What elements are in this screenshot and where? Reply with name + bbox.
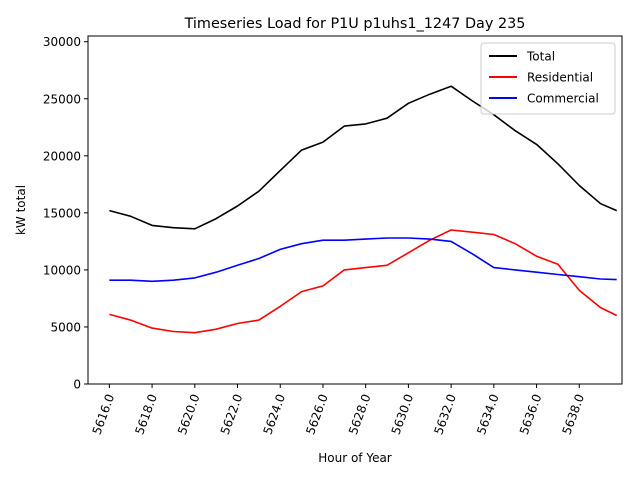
- y-tick-label: 25000: [43, 92, 81, 106]
- y-tick-label: 5000: [50, 320, 81, 334]
- y-tick-label: 15000: [43, 206, 81, 220]
- legend-label-residential: Residential: [527, 71, 593, 85]
- y-tick-label: 20000: [43, 149, 81, 163]
- y-tick-label: 0: [73, 378, 81, 392]
- series-layer: [109, 85, 618, 334]
- legend: Total Residential Commercial: [480, 42, 616, 115]
- series-line-total: [109, 85, 618, 230]
- chart-title: Timeseries Load for P1U p1uhs1_1247 Day …: [184, 16, 526, 32]
- legend-label-total: Total: [526, 50, 555, 64]
- series-line-residential: [109, 229, 618, 334]
- legend-box: [480, 42, 616, 115]
- y-axis-ticks: 0 5000 10000 15000 20000 25000 30000: [43, 35, 88, 392]
- x-axis-label: Hour of Year: [318, 451, 392, 465]
- y-axis-label: kW total: [14, 185, 28, 235]
- series-line-commercial: [109, 237, 617, 283]
- legend-label-commercial: Commercial: [527, 92, 599, 106]
- y-tick-label: 30000: [43, 35, 81, 49]
- y-tick-label: 10000: [43, 263, 81, 277]
- axes-frame: [87, 35, 623, 385]
